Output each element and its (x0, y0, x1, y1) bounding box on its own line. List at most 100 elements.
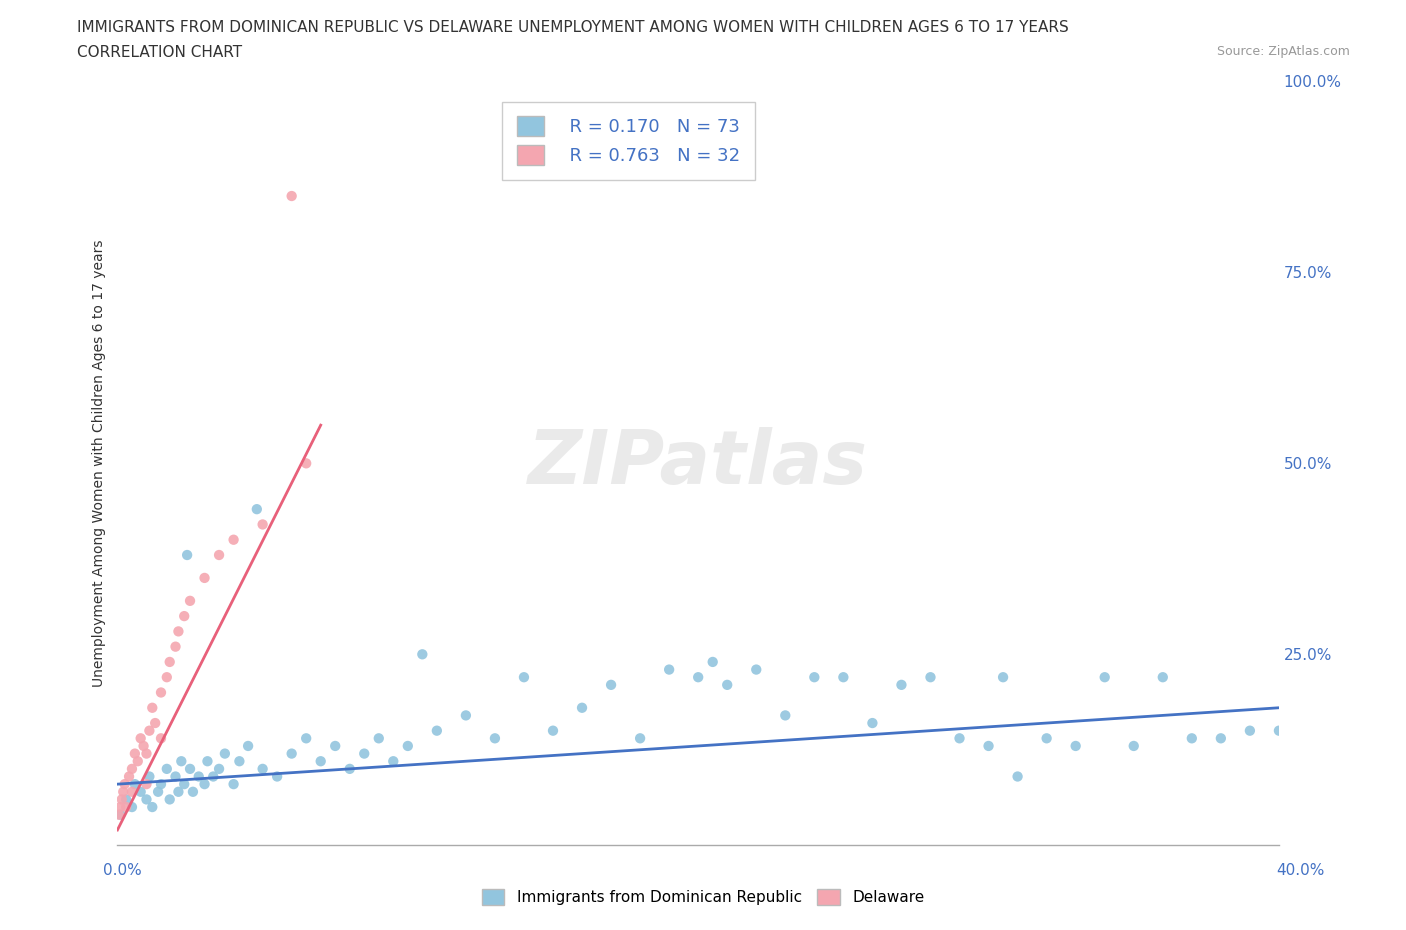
Point (295, 731, 318, 746)
Point (127, 754, 149, 769)
Point (252, 762, 274, 777)
Point (156, 762, 179, 777)
Point (295, 456, 318, 471)
Point (187, 769, 209, 784)
Point (396, 738, 419, 753)
Point (143, 715, 166, 730)
Text: IMMIGRANTS FROM DOMINICAN REPUBLIC VS DELAWARE UNEMPLOYMENT AMONG WOMEN WITH CHI: IMMIGRANTS FROM DOMINICAN REPUBLIC VS DE… (77, 20, 1069, 35)
Point (197, 754, 219, 769)
Point (991, 670, 1014, 684)
Point (266, 769, 288, 784)
Point (309, 754, 332, 769)
Point (1209, 731, 1232, 746)
Point (118, 769, 141, 784)
Point (1122, 738, 1144, 753)
Point (138, 724, 160, 738)
Point (112, 784, 135, 799)
Point (179, 762, 201, 777)
Point (167, 624, 190, 639)
Point (173, 777, 195, 791)
Point (1181, 731, 1204, 746)
Point (202, 769, 225, 784)
Point (411, 647, 433, 662)
Point (167, 784, 190, 799)
Point (124, 746, 146, 761)
Point (156, 670, 179, 684)
Point (280, 189, 302, 204)
Point (339, 762, 361, 777)
Point (121, 762, 143, 777)
Point (165, 769, 187, 784)
Point (1064, 738, 1087, 753)
Text: CORRELATION CHART: CORRELATION CHART (77, 45, 242, 60)
Text: Source: ZipAtlas.com: Source: ZipAtlas.com (1216, 45, 1350, 58)
Point (920, 670, 942, 684)
Point (173, 608, 195, 623)
Point (193, 570, 215, 585)
Point (571, 700, 593, 715)
Point (114, 777, 136, 791)
Point (1239, 724, 1261, 738)
Point (628, 731, 651, 746)
Point (745, 662, 768, 677)
Point (775, 708, 797, 723)
Y-axis label: Unemployment Among Women with Children Ages 6 to 17 years: Unemployment Among Women with Children A… (93, 240, 107, 687)
Point (803, 670, 825, 684)
Point (138, 769, 160, 784)
Point (121, 784, 143, 799)
Point (129, 784, 152, 799)
Point (159, 655, 181, 670)
Point (367, 731, 389, 746)
Point (246, 502, 269, 517)
Point (150, 685, 173, 700)
Point (716, 677, 738, 692)
Point (1152, 670, 1174, 684)
Point (353, 746, 375, 761)
Point (150, 777, 173, 791)
Point (121, 800, 143, 815)
Point (179, 593, 201, 608)
Point (426, 724, 449, 738)
Text: 40.0%: 40.0% (1277, 863, 1324, 878)
Point (159, 792, 181, 807)
Point (135, 777, 157, 791)
Point (484, 731, 506, 746)
Point (860, 715, 883, 730)
Point (280, 746, 302, 761)
Point (111, 792, 134, 807)
Point (108, 807, 131, 822)
Point (236, 738, 259, 753)
Point (832, 670, 855, 684)
Point (222, 777, 245, 791)
Point (252, 517, 274, 532)
Point (208, 548, 231, 563)
Point (115, 792, 138, 807)
Point (135, 746, 157, 761)
Point (135, 792, 157, 807)
Point (323, 738, 346, 753)
Point (600, 677, 623, 692)
Point (115, 800, 138, 815)
Point (1268, 724, 1291, 738)
Point (208, 762, 231, 777)
Point (110, 807, 132, 822)
Point (129, 731, 152, 746)
Point (702, 655, 724, 670)
Point (141, 700, 163, 715)
Point (688, 670, 710, 684)
Point (181, 784, 204, 799)
Point (165, 639, 187, 654)
Point (228, 754, 250, 769)
Point (193, 777, 215, 791)
Legend: Immigrants from Dominican Republic, Delaware: Immigrants from Dominican Republic, Dela… (475, 883, 931, 911)
Point (176, 548, 198, 563)
Point (214, 746, 236, 761)
Point (1035, 731, 1057, 746)
Point (1094, 670, 1116, 684)
Legend:   R = 0.170   N = 73,   R = 0.763   N = 32: R = 0.170 N = 73, R = 0.763 N = 32 (502, 102, 755, 179)
Point (170, 754, 193, 769)
Text: ZIPatlas: ZIPatlas (529, 427, 868, 499)
Point (541, 724, 564, 738)
Point (132, 738, 155, 753)
Point (890, 677, 912, 692)
